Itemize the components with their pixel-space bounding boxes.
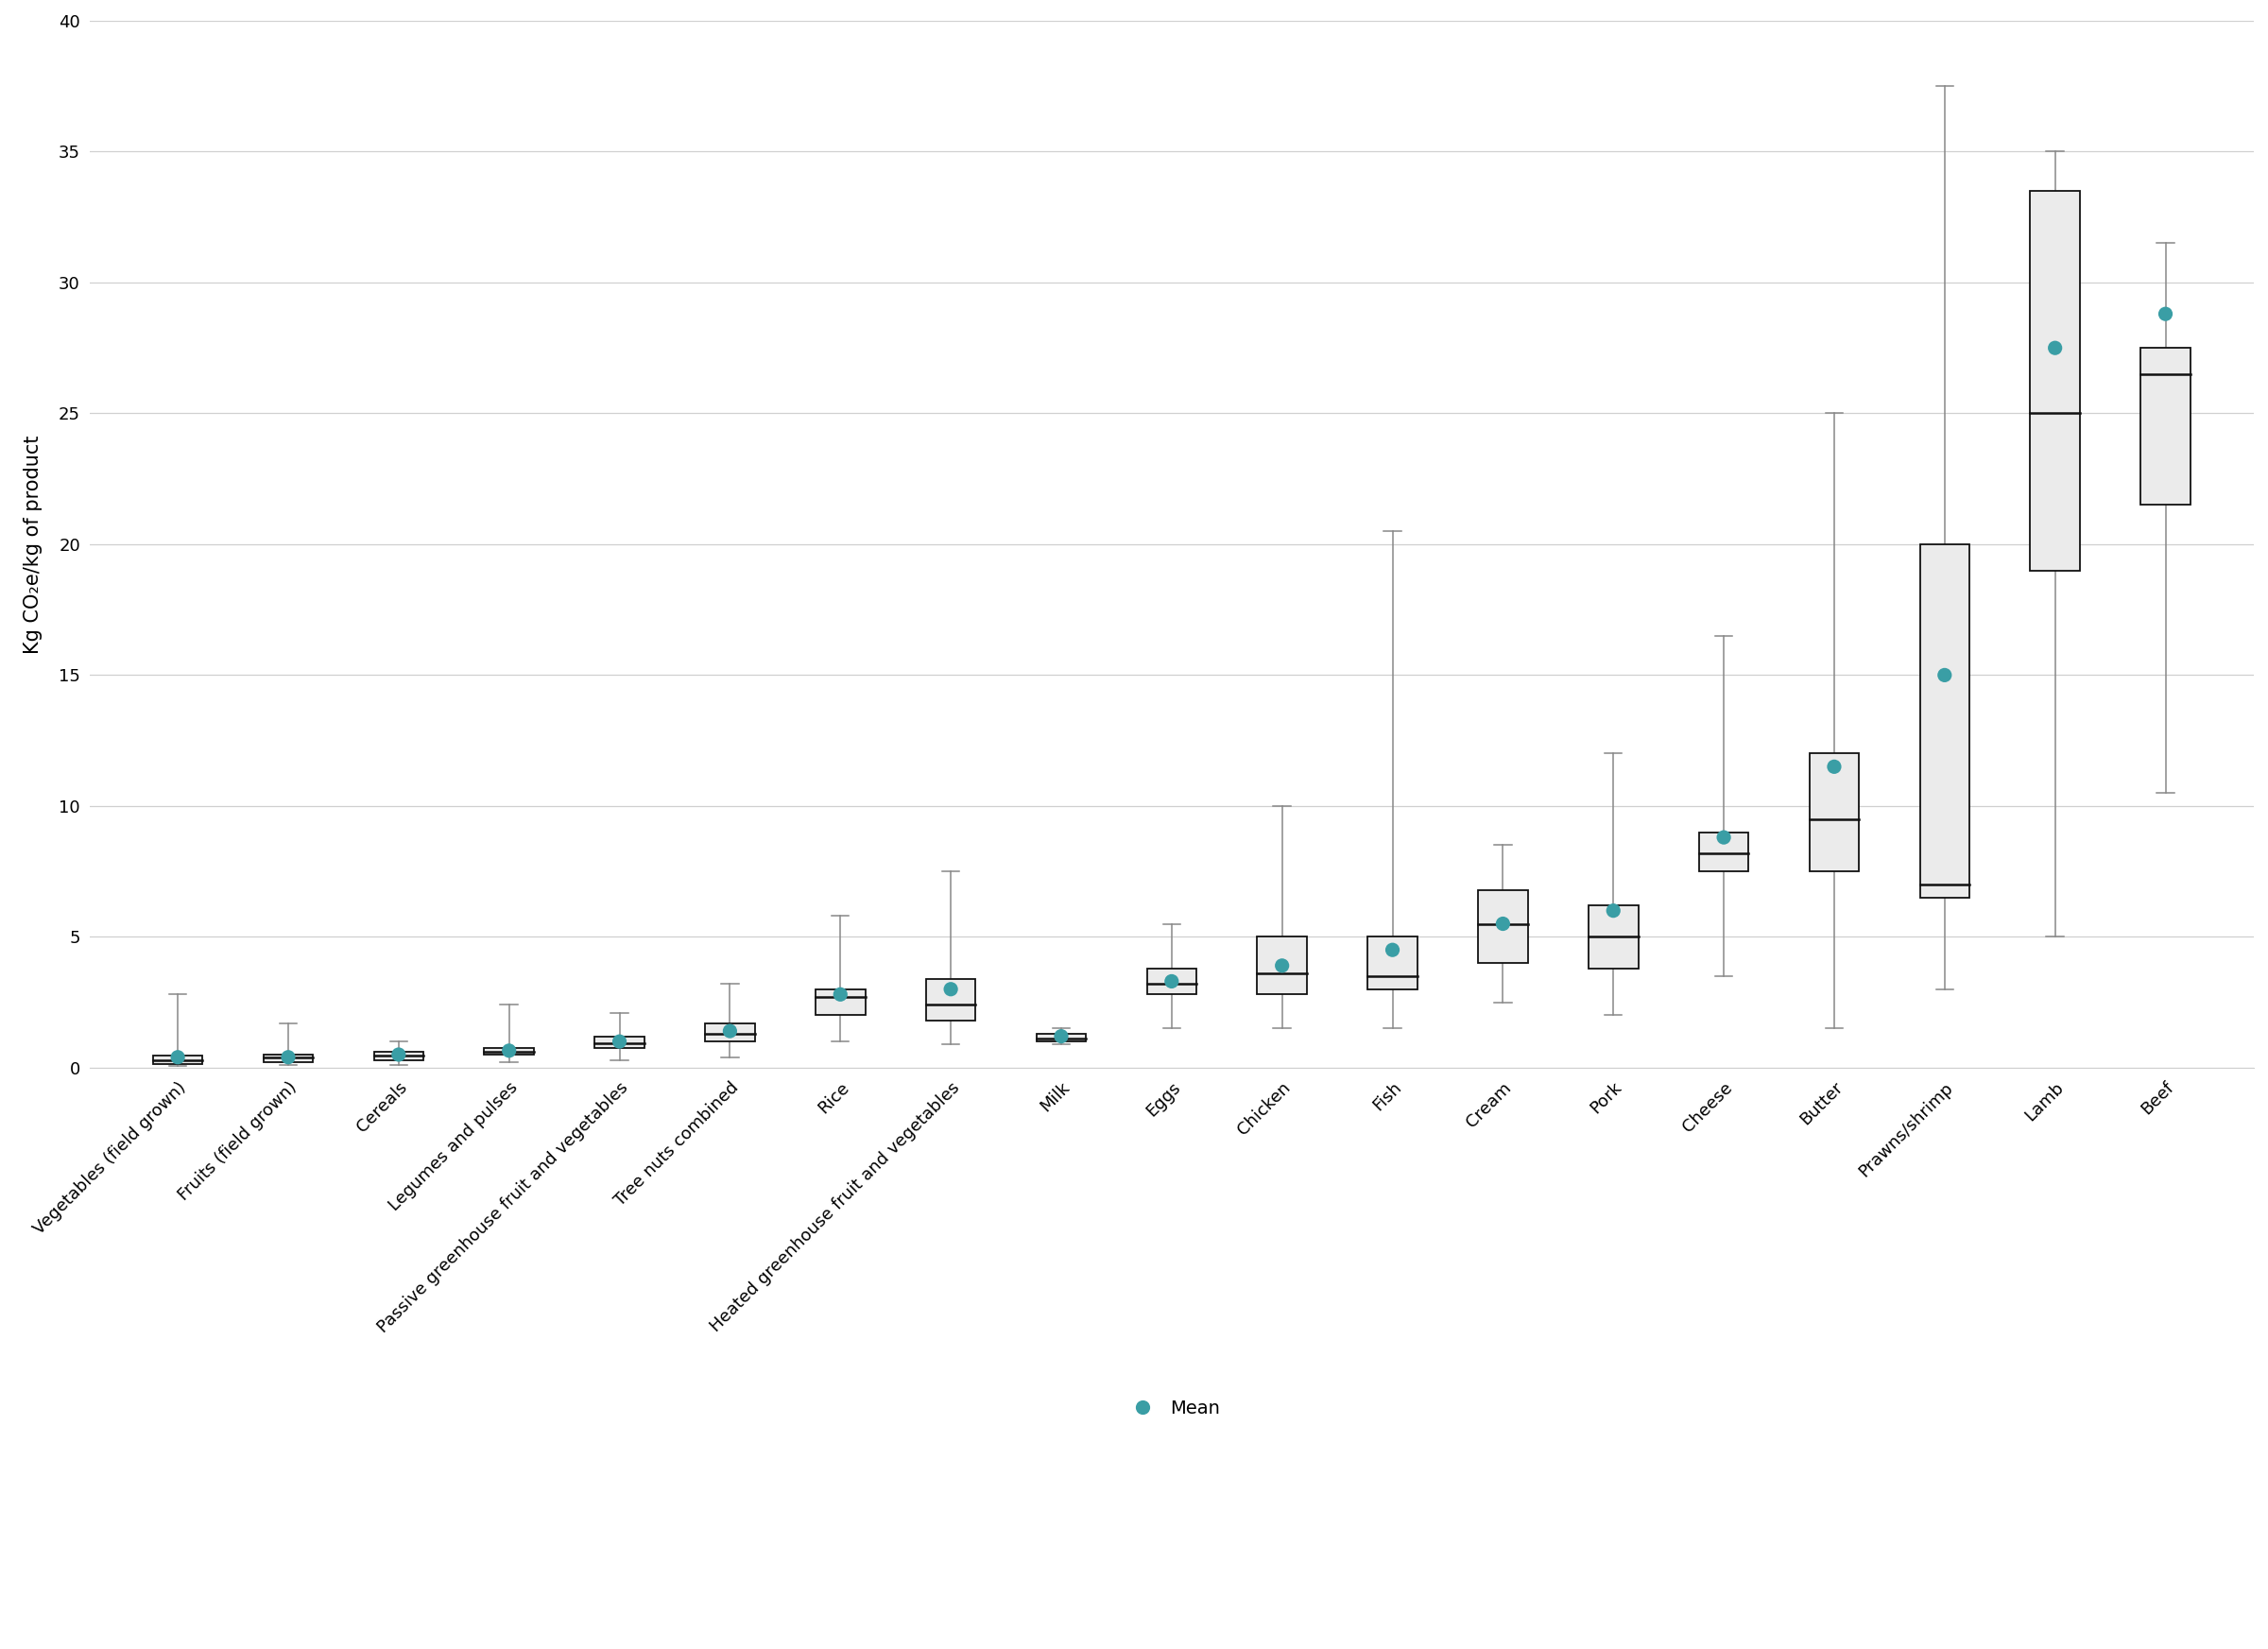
Bar xyxy=(263,1055,313,1062)
Bar xyxy=(152,1055,202,1064)
Point xyxy=(1043,1022,1080,1049)
Point xyxy=(1817,754,1853,780)
Point xyxy=(2037,335,2073,361)
Bar xyxy=(1256,937,1306,994)
Bar xyxy=(1479,890,1529,963)
Bar xyxy=(374,1052,424,1060)
Bar xyxy=(1036,1034,1086,1042)
Point xyxy=(601,1029,637,1055)
Bar xyxy=(1148,968,1198,994)
Point xyxy=(270,1044,306,1070)
Point xyxy=(1706,824,1742,851)
Bar xyxy=(2141,348,2191,505)
Bar xyxy=(1810,754,1860,871)
Point xyxy=(932,976,968,1003)
Point xyxy=(1486,910,1522,937)
Point xyxy=(1926,661,1962,688)
Point xyxy=(2148,300,2184,327)
Point xyxy=(712,1017,748,1044)
Point xyxy=(1374,937,1411,963)
Point xyxy=(1594,897,1631,923)
Point xyxy=(1154,968,1191,994)
Point xyxy=(1263,953,1300,980)
Bar xyxy=(1919,544,1969,897)
Legend: Mean: Mean xyxy=(1116,1392,1227,1425)
Point xyxy=(490,1037,526,1064)
Bar xyxy=(1368,937,1418,989)
Bar xyxy=(816,989,864,1016)
Y-axis label: Kg CO₂e/kg of product: Kg CO₂e/kg of product xyxy=(25,435,43,653)
Bar xyxy=(485,1049,533,1055)
Bar xyxy=(594,1036,644,1049)
Bar xyxy=(705,1022,755,1042)
Point xyxy=(159,1044,195,1070)
Bar xyxy=(1699,833,1749,871)
Bar xyxy=(925,980,975,1021)
Bar xyxy=(1588,905,1637,968)
Point xyxy=(381,1042,417,1069)
Bar xyxy=(2030,191,2080,571)
Point xyxy=(823,981,860,1008)
